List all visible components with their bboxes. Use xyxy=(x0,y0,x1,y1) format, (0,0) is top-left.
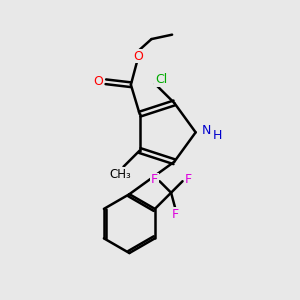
Text: CH₃: CH₃ xyxy=(109,168,131,181)
Text: F: F xyxy=(184,173,191,186)
Text: H: H xyxy=(213,129,222,142)
Text: Cl: Cl xyxy=(155,73,167,86)
Text: O: O xyxy=(133,50,143,63)
Text: N: N xyxy=(201,124,211,137)
Text: O: O xyxy=(94,75,103,88)
Text: F: F xyxy=(172,208,179,221)
Text: F: F xyxy=(151,173,158,186)
